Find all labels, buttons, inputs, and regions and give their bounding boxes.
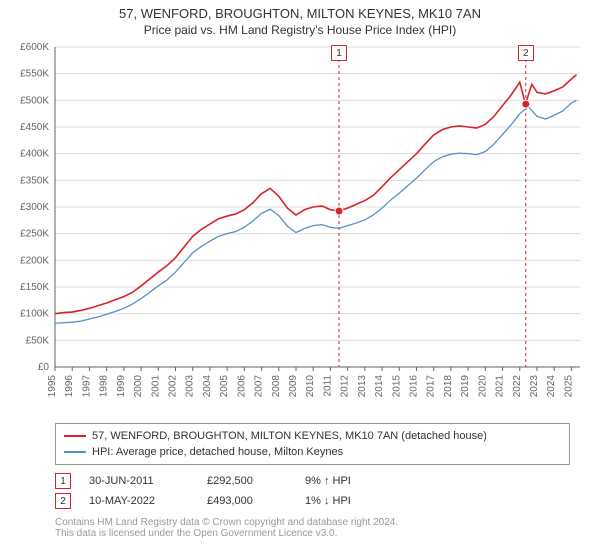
svg-text:1995: 1995 bbox=[47, 375, 58, 398]
svg-text:2006: 2006 bbox=[236, 375, 247, 398]
svg-text:2022: 2022 bbox=[512, 375, 523, 398]
legend: 57, WENFORD, BROUGHTON, MILTON KEYNES, M… bbox=[55, 423, 570, 465]
sale-date: 10-MAY-2022 bbox=[89, 495, 189, 507]
sale-row: 1 30-JUN-2011 £292,500 9% ↑ HPI bbox=[55, 471, 570, 491]
svg-text:£300K: £300K bbox=[20, 202, 49, 213]
svg-text:2001: 2001 bbox=[150, 375, 161, 398]
svg-text:1998: 1998 bbox=[99, 375, 110, 398]
legend-label: 57, WENFORD, BROUGHTON, MILTON KEYNES, M… bbox=[92, 430, 487, 442]
svg-text:2021: 2021 bbox=[495, 375, 506, 398]
svg-text:1999: 1999 bbox=[116, 375, 127, 398]
sale-delta: 9% ↑ HPI bbox=[305, 475, 385, 487]
sale-marker-box: 1 bbox=[55, 473, 71, 489]
svg-text:1996: 1996 bbox=[64, 375, 75, 398]
svg-text:2018: 2018 bbox=[443, 375, 454, 398]
svg-text:2007: 2007 bbox=[254, 375, 265, 398]
svg-text:£50K: £50K bbox=[26, 335, 50, 346]
svg-text:£0: £0 bbox=[38, 362, 50, 373]
title-main: 57, WENFORD, BROUGHTON, MILTON KEYNES, M… bbox=[0, 6, 600, 21]
svg-text:£450K: £450K bbox=[20, 122, 49, 133]
svg-text:£500K: £500K bbox=[20, 95, 49, 106]
sale-price: £292,500 bbox=[207, 475, 287, 487]
legend-item: HPI: Average price, detached house, Milt… bbox=[64, 444, 561, 460]
svg-text:2025: 2025 bbox=[563, 375, 574, 398]
legend-item: 57, WENFORD, BROUGHTON, MILTON KEYNES, M… bbox=[64, 428, 561, 444]
svg-text:2012: 2012 bbox=[340, 375, 351, 398]
chart-marker-box: 1 bbox=[331, 45, 347, 61]
svg-text:2011: 2011 bbox=[322, 375, 333, 397]
sale-marker-box: 2 bbox=[55, 493, 71, 509]
sale-price: £493,000 bbox=[207, 495, 287, 507]
footer-line: This data is licensed under the Open Gov… bbox=[55, 528, 570, 539]
svg-text:£550K: £550K bbox=[20, 69, 49, 80]
svg-text:2002: 2002 bbox=[167, 375, 178, 398]
svg-text:£100K: £100K bbox=[20, 309, 49, 320]
svg-text:2008: 2008 bbox=[271, 375, 282, 398]
svg-text:£200K: £200K bbox=[20, 255, 49, 266]
footer: Contains HM Land Registry data © Crown c… bbox=[55, 517, 570, 539]
sales-table: 1 30-JUN-2011 £292,500 9% ↑ HPI 2 10-MAY… bbox=[55, 471, 570, 511]
svg-text:£150K: £150K bbox=[20, 282, 49, 293]
svg-text:2016: 2016 bbox=[408, 375, 419, 398]
footer-line: Contains HM Land Registry data © Crown c… bbox=[55, 517, 570, 528]
legend-swatch bbox=[64, 435, 86, 437]
svg-text:2015: 2015 bbox=[391, 375, 402, 398]
sale-row: 2 10-MAY-2022 £493,000 1% ↓ HPI bbox=[55, 491, 570, 511]
chart-marker-box: 2 bbox=[518, 45, 534, 61]
svg-text:£600K: £600K bbox=[20, 42, 49, 53]
svg-text:2004: 2004 bbox=[202, 375, 213, 398]
svg-text:2020: 2020 bbox=[477, 375, 488, 398]
svg-text:£350K: £350K bbox=[20, 175, 49, 186]
legend-swatch bbox=[64, 451, 86, 453]
sale-date: 30-JUN-2011 bbox=[89, 475, 189, 487]
svg-text:£400K: £400K bbox=[20, 149, 49, 160]
svg-text:£250K: £250K bbox=[20, 229, 49, 240]
svg-text:2017: 2017 bbox=[426, 375, 437, 398]
sale-delta: 1% ↓ HPI bbox=[305, 495, 385, 507]
price-chart: £0 £50K £100K £150K £200K £250K £300K £350K £400… bbox=[0, 37, 600, 417]
svg-text:2019: 2019 bbox=[460, 375, 471, 398]
svg-text:2009: 2009 bbox=[288, 375, 299, 398]
svg-text:2003: 2003 bbox=[185, 375, 196, 398]
svg-text:2000: 2000 bbox=[133, 375, 144, 398]
svg-text:2024: 2024 bbox=[546, 375, 557, 398]
title-sub: Price paid vs. HM Land Registry's House … bbox=[0, 23, 600, 37]
svg-text:2013: 2013 bbox=[357, 375, 368, 398]
legend-label: HPI: Average price, detached house, Milt… bbox=[92, 446, 343, 458]
svg-text:1997: 1997 bbox=[81, 375, 92, 398]
svg-text:2005: 2005 bbox=[219, 375, 230, 398]
svg-text:2010: 2010 bbox=[305, 375, 316, 398]
svg-text:2023: 2023 bbox=[529, 375, 540, 398]
svg-text:2014: 2014 bbox=[374, 375, 385, 398]
